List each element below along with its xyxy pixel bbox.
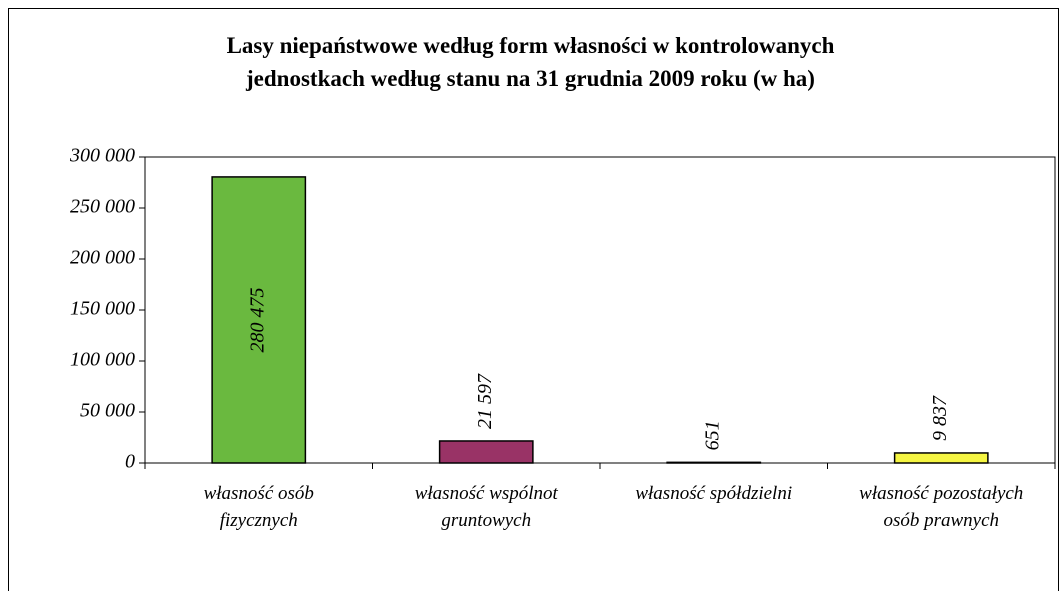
y-tick-label: 300 000 <box>69 145 135 167</box>
bar <box>893 452 989 464</box>
chart-title: jednostkach według stanu na 31 grudnia 2… <box>246 66 815 91</box>
y-tick-label: 150 000 <box>70 298 135 320</box>
x-tick-label: własność pozostałych osób prawnych <box>859 483 1024 531</box>
chart-title: Lasy niepaństwowe według form własności … <box>226 33 835 58</box>
y-tick-label: 250 000 <box>70 196 135 218</box>
chart-frame <box>8 8 1059 591</box>
value-label: 651 <box>701 420 723 450</box>
y-tick-label: 100 000 <box>70 349 135 371</box>
x-tick-label: własność spółdzielni <box>635 483 793 504</box>
x-tick-label: własność osób fizycznych <box>203 483 314 531</box>
y-tick-label: 50 000 <box>80 400 135 422</box>
bar <box>211 176 307 464</box>
bar <box>438 440 534 464</box>
bar <box>666 461 762 464</box>
x-tick-label: własność wspólnot gruntowych <box>414 483 558 531</box>
value-label: 9 837 <box>929 395 951 441</box>
value-label: 21 597 <box>474 373 496 429</box>
y-tick-label: 0 <box>125 451 135 473</box>
value-label: 280 475 <box>246 287 268 352</box>
y-tick-label: 200 000 <box>70 247 135 269</box>
